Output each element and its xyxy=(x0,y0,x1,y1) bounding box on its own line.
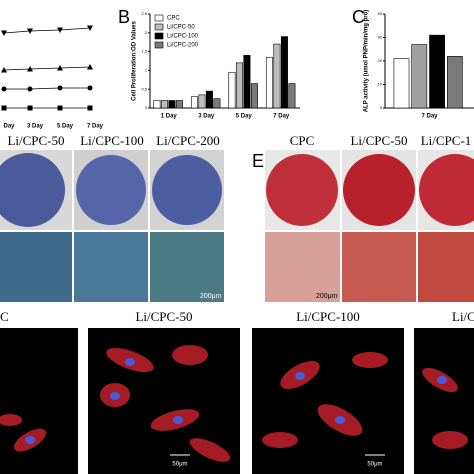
panel-label: C xyxy=(352,7,365,27)
fluor-label: C xyxy=(0,309,9,324)
bar xyxy=(243,55,251,109)
bar xyxy=(280,36,288,109)
stain-label: Li/CPC-50 xyxy=(7,133,64,148)
bar xyxy=(175,100,183,109)
scale-bar-label: 50μm xyxy=(367,462,382,468)
x-tick-label: 3 Day xyxy=(198,114,215,120)
stain-label: Li/CPC-200 xyxy=(156,133,220,148)
x-tick-label: 7 Day xyxy=(421,114,438,120)
legend-label: Li/CPC-200 xyxy=(167,43,199,49)
bar xyxy=(160,100,168,109)
red-dishes xyxy=(265,150,474,302)
marker xyxy=(27,86,33,92)
scale-bar-label: 200μm xyxy=(200,293,222,300)
y-tick-label: 10 xyxy=(378,82,383,87)
stain-label: CPC xyxy=(290,133,315,148)
bar xyxy=(250,83,258,109)
y-axis-label: ALP activity (umol PNP/min/mg pro) xyxy=(364,10,370,113)
bar xyxy=(288,83,296,109)
marker xyxy=(87,25,93,31)
blue-dishes xyxy=(0,150,224,302)
bar xyxy=(265,56,273,109)
stain-label: Li/CPC-50 xyxy=(350,133,407,148)
fluor-label: Li/C xyxy=(452,309,474,324)
marker xyxy=(1,105,7,111)
y-tick-label: 0.5 xyxy=(141,86,147,91)
panel-label: B xyxy=(118,7,130,27)
bar xyxy=(273,43,281,109)
bar xyxy=(429,34,445,109)
marker xyxy=(27,66,33,72)
y-tick-label: 2 xyxy=(145,30,148,35)
stain-label: Li/CPC-100 xyxy=(80,133,144,148)
legend-label: Li/CPC-100 xyxy=(167,34,199,40)
x-tick-label: 5 Day xyxy=(236,114,253,120)
bar xyxy=(446,55,463,109)
legend-label: CPC xyxy=(167,16,180,22)
marker xyxy=(87,64,93,70)
x-tick-label: 5 Day xyxy=(57,124,74,130)
marker xyxy=(57,105,63,111)
x-tick-label: 7 Day xyxy=(273,114,290,120)
bar xyxy=(190,96,198,109)
bar xyxy=(393,58,410,109)
y-tick-label: 20 xyxy=(378,58,383,63)
series-line xyxy=(3,27,91,34)
fluorescence-panels xyxy=(0,328,474,474)
y-tick-label: 0 xyxy=(380,105,383,110)
series-line xyxy=(3,66,91,71)
x-tick-label: 1 Day xyxy=(161,114,178,120)
scale-bar-label: 200μm xyxy=(316,293,338,300)
bar xyxy=(198,94,206,109)
marker xyxy=(57,65,63,71)
bar xyxy=(168,100,176,109)
legend-label: Li/CPC-50 xyxy=(167,25,195,31)
marker xyxy=(57,85,63,91)
marker xyxy=(1,30,7,36)
bar xyxy=(411,44,428,109)
fluor-label: Li/CPC-50 xyxy=(135,309,192,324)
legend-swatch xyxy=(154,32,164,40)
stain-label: Li/CPC-1 xyxy=(421,133,472,148)
y-tick-label: 30 xyxy=(378,35,383,40)
bar xyxy=(205,90,213,109)
scale-bar-label: 50μm xyxy=(172,462,187,468)
y-tick-label: 0 xyxy=(145,105,148,110)
marker xyxy=(27,105,33,111)
bar xyxy=(153,100,161,109)
marker xyxy=(1,86,7,92)
marker xyxy=(87,105,93,111)
x-tick-label: 7 Day xyxy=(87,124,104,130)
x-tick-label: Day xyxy=(3,124,15,130)
y-tick-label: 2.5 xyxy=(141,11,147,16)
marker xyxy=(87,85,93,91)
legend-swatch xyxy=(154,41,164,49)
y-tick-label: 1 xyxy=(145,67,148,72)
marker xyxy=(27,28,33,34)
y-tick-label: 40 xyxy=(378,11,383,16)
panel-label: E xyxy=(252,151,264,171)
x-tick-label: 3 Day xyxy=(27,124,44,130)
legend-swatch xyxy=(154,23,164,31)
bar xyxy=(235,62,243,109)
marker xyxy=(1,67,7,73)
bar xyxy=(228,71,236,109)
y-tick-label: 1.5 xyxy=(141,49,147,54)
marker xyxy=(57,27,63,33)
series-line xyxy=(4,87,90,90)
fluor-label: Li/CPC-100 xyxy=(296,309,360,324)
y-axis-label: Cell Proliferation:OD Values xyxy=(132,20,138,100)
legend-swatch xyxy=(154,14,164,22)
bar xyxy=(213,98,221,109)
